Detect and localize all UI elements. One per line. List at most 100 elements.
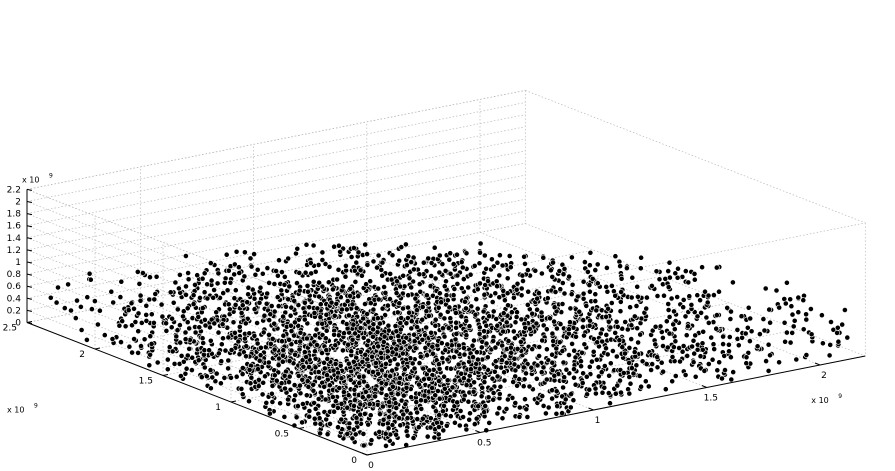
scatter-point [692, 332, 699, 339]
scatter-point [554, 325, 560, 332]
scatter-point [348, 254, 355, 260]
grid-line-floor-x [253, 277, 594, 411]
scatter-point [561, 265, 568, 272]
y-tick-mark [366, 453, 373, 456]
scatter-point [293, 250, 299, 257]
scatter-point [276, 257, 282, 264]
scatter-point [281, 281, 288, 288]
scatter-point [784, 329, 790, 336]
scatter-point [400, 272, 407, 279]
scatter-point [460, 414, 466, 420]
scatter-point [195, 357, 202, 364]
scatter-point [576, 308, 583, 315]
scatter-point [622, 350, 628, 357]
z-tick-label: 1.2 [7, 246, 21, 256]
scatter-point [301, 299, 308, 306]
scatter-point [451, 354, 457, 360]
scatter-point [362, 388, 369, 395]
scatter-point [430, 350, 436, 357]
scatter-point [589, 275, 596, 282]
scatter-point [201, 289, 208, 296]
scatter-point [643, 361, 650, 367]
scatter-point [265, 359, 272, 366]
scatter-point [211, 287, 217, 293]
scatter-point [529, 346, 536, 352]
scatter-point [624, 326, 631, 333]
scatter-point [135, 349, 141, 356]
scatter-point [803, 311, 809, 318]
scatter-point [545, 404, 552, 411]
scatter-point [283, 303, 289, 310]
scatter-point [447, 413, 454, 420]
scatter-point [183, 283, 189, 290]
scatter-point [330, 402, 337, 409]
scatter-point [490, 390, 497, 396]
scatter-point [423, 324, 430, 331]
scatter-point [277, 400, 283, 407]
scatter-point [146, 362, 153, 369]
scatter-point [490, 308, 497, 315]
scatter-point [423, 292, 430, 299]
scatter-point [523, 406, 530, 413]
scatter-point [454, 272, 461, 279]
scatter-point [399, 350, 406, 357]
scatter-point [618, 275, 625, 282]
scatter-point [397, 326, 404, 333]
scatter-point [387, 373, 394, 380]
scatter-point [501, 377, 508, 384]
scatter-point [72, 315, 79, 321]
scatter-point [458, 259, 465, 265]
scatter-point [345, 341, 351, 348]
scatter-point [166, 344, 173, 350]
scatter-point [463, 332, 470, 339]
scatter-point [395, 333, 402, 339]
scatter-point [603, 345, 609, 352]
scatter-point [87, 276, 94, 283]
scatter-point [789, 329, 796, 336]
scatter-point [553, 345, 560, 352]
scatter-point [808, 306, 814, 312]
scatter-point [281, 413, 288, 420]
scatter-point [513, 314, 520, 320]
scatter-point [567, 319, 573, 326]
scatter-point [177, 339, 184, 346]
scatter-point [463, 305, 469, 312]
scatter-point [460, 396, 467, 403]
scatter-point [436, 365, 443, 372]
scatter-point [192, 329, 199, 336]
scatter-point [485, 278, 491, 284]
scatter-point [552, 289, 559, 295]
z-tick-label: 1 [15, 258, 21, 268]
scatter-point [239, 371, 246, 377]
scatter-point [634, 325, 641, 332]
scatter-point [674, 294, 681, 300]
scatter-point [550, 338, 557, 344]
scatter-point [470, 354, 476, 360]
scatter-point [559, 301, 566, 307]
scatter-point [680, 304, 687, 311]
scatter-point [267, 311, 274, 318]
scatter-point [379, 305, 386, 312]
scatter-point [454, 280, 461, 287]
scatter-point [280, 352, 286, 359]
scatter-point [595, 364, 602, 371]
z-tick-mark [26, 225, 33, 228]
scatter-point [228, 347, 235, 353]
scatter-point [301, 316, 308, 323]
scatter-point [626, 344, 633, 351]
scatter-point [351, 402, 357, 409]
scatter-point [315, 369, 322, 375]
scatter-point [257, 284, 264, 291]
scatter-point [604, 264, 610, 271]
scatter-point [684, 352, 691, 359]
scatter-point [207, 260, 214, 266]
scatter-point [406, 309, 412, 316]
scatter-point [618, 289, 624, 295]
scatter-point [660, 368, 666, 375]
scatter-point [664, 344, 671, 351]
scatter-point [586, 363, 593, 370]
scatter-point [408, 318, 415, 325]
scatter-point [261, 312, 268, 319]
scatter-point [423, 308, 430, 314]
scatter-point [353, 419, 360, 426]
